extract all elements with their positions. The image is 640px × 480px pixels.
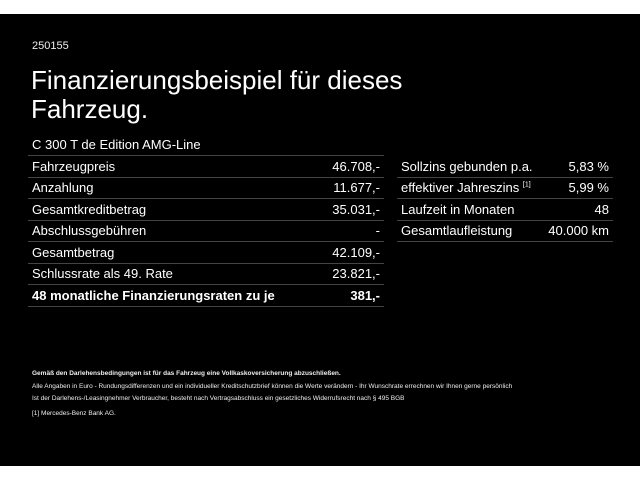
row-value: 46.708,- (319, 155, 384, 178)
financing-panel: 250155 Finanzierungsbeispiel für dieses … (0, 14, 640, 466)
insurance-note: Gemäß den Darlehensbedingungen ist für d… (32, 370, 341, 377)
table-row: Gesamtlaufleistung 40.000 km (397, 220, 613, 242)
row-value: 35.031,- (319, 198, 384, 221)
page-title: Finanzierungsbeispiel für dieses Fahrzeu… (31, 65, 403, 124)
table-row: Gesamtkreditbetrag 35.031,- (28, 198, 384, 221)
row-value: 5,83 % (541, 156, 613, 178)
table-row: effektiver Jahreszins [1] 5,99 % (397, 177, 613, 199)
table-row: Anzahlung 11.677,- (28, 177, 384, 199)
row-label: Abschlussgebühren (28, 220, 320, 242)
row-label: Gesamtlaufleistung (397, 220, 542, 242)
row-value: 5,99 % (541, 177, 613, 199)
row-label: Fahrzeugpreis (28, 155, 320, 178)
footnote-ref: [1] (522, 181, 531, 189)
disclaimer-line: Alle Angaben in Euro - Rundungsdifferenz… (32, 383, 513, 390)
label-text: effektiver Jahreszins (401, 180, 520, 196)
footnote: [1] Mercedes-Benz Bank AG. (32, 410, 116, 417)
row-value: 42.109,- (319, 241, 384, 264)
row-label: effektiver Jahreszins [1] (397, 177, 542, 199)
row-label: Laufzeit in Monaten (397, 198, 542, 221)
row-label: 48 monatliche Finanzierungsraten zu je (28, 284, 320, 307)
offer-code: 250155 (32, 40, 69, 52)
table-row: Sollzins gebunden p.a. 5,83 % (397, 156, 613, 178)
row-value: 11.677,- (319, 177, 384, 199)
legal-notes: Gemäß den Darlehensbedingungen ist für d… (32, 368, 512, 420)
financing-table: Fahrzeugpreis 46.708,- Anzahlung 11.677,- … (28, 155, 384, 307)
table-row: Gesamtbetrag 42.109,- (28, 241, 384, 264)
table-row: Fahrzeugpreis 46.708,- (28, 155, 384, 178)
disclaimer-line: Ist der Darlehens-/Leasingnehmer Verbrau… (32, 395, 405, 402)
model-name: C 300 T de Edition AMG-Line (32, 137, 201, 152)
table-row: Schlussrate als 49. Rate 23.821,- (28, 263, 384, 285)
row-value: - (319, 220, 384, 242)
table-row: Laufzeit in Monaten 48 (397, 198, 613, 221)
row-value: 48 (541, 198, 613, 221)
row-value: 381,- (319, 284, 384, 307)
row-value: 40.000 km (541, 220, 613, 242)
monthly-rate-row: 48 monatliche Finanzierungsraten zu je 38… (28, 284, 384, 307)
row-label: Schlussrate als 49. Rate (28, 263, 320, 285)
row-label: Anzahlung (28, 177, 320, 199)
table-row: Abschlussgebühren - (28, 220, 384, 242)
interest-table: Sollzins gebunden p.a. 5,83 % effektiver … (397, 156, 613, 242)
row-label: Gesamtbetrag (28, 241, 320, 264)
row-label: Gesamtkreditbetrag (28, 198, 320, 221)
row-label: Sollzins gebunden p.a. (397, 156, 542, 178)
row-value: 23.821,- (319, 263, 384, 285)
